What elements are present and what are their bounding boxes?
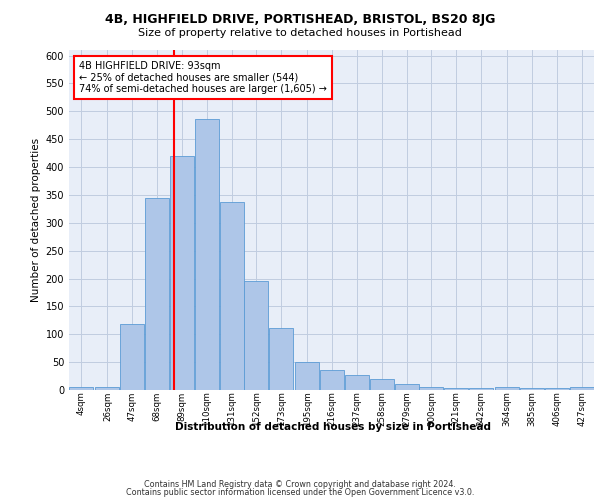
- Bar: [419, 387, 443, 390]
- Bar: [320, 370, 344, 390]
- Bar: [545, 388, 569, 390]
- Bar: [469, 388, 493, 390]
- Text: Distribution of detached houses by size in Portishead: Distribution of detached houses by size …: [175, 422, 491, 432]
- Bar: [70, 386, 94, 390]
- Bar: [195, 118, 218, 390]
- Y-axis label: Number of detached properties: Number of detached properties: [31, 138, 41, 302]
- Text: 4B HIGHFIELD DRIVE: 93sqm
← 25% of detached houses are smaller (544)
74% of semi: 4B HIGHFIELD DRIVE: 93sqm ← 25% of detac…: [79, 61, 327, 94]
- Bar: [295, 362, 319, 390]
- Bar: [520, 388, 544, 390]
- Bar: [170, 156, 194, 390]
- Bar: [269, 328, 293, 390]
- Text: 4B, HIGHFIELD DRIVE, PORTISHEAD, BRISTOL, BS20 8JG: 4B, HIGHFIELD DRIVE, PORTISHEAD, BRISTOL…: [105, 12, 495, 26]
- Bar: [345, 375, 369, 390]
- Bar: [370, 379, 394, 390]
- Bar: [395, 384, 419, 390]
- Bar: [244, 282, 268, 390]
- Bar: [121, 324, 144, 390]
- Text: Size of property relative to detached houses in Portishead: Size of property relative to detached ho…: [138, 28, 462, 38]
- Bar: [495, 387, 519, 390]
- Bar: [569, 387, 593, 390]
- Text: Contains public sector information licensed under the Open Government Licence v3: Contains public sector information licen…: [126, 488, 474, 497]
- Bar: [145, 198, 169, 390]
- Bar: [445, 388, 468, 390]
- Text: Contains HM Land Registry data © Crown copyright and database right 2024.: Contains HM Land Registry data © Crown c…: [144, 480, 456, 489]
- Bar: [95, 386, 119, 390]
- Bar: [220, 202, 244, 390]
